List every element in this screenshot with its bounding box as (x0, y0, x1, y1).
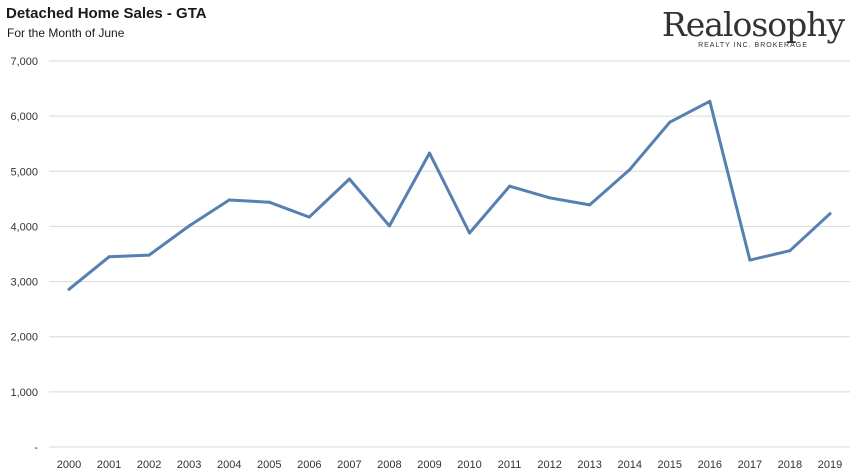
y-tick-label: 4,000 (10, 221, 38, 233)
data-point (267, 200, 271, 204)
x-tick-label: 2011 (498, 459, 522, 471)
data-point (187, 224, 191, 228)
data-point (227, 198, 231, 202)
data-point (387, 224, 391, 228)
x-tick-label: 2013 (577, 459, 601, 471)
y-tick-label: - (34, 442, 38, 454)
x-tick-label: 2019 (818, 459, 842, 471)
x-tick-label: 2015 (658, 459, 682, 471)
data-point (708, 99, 712, 103)
data-point (67, 287, 71, 291)
x-tick-label: 2012 (537, 459, 561, 471)
chart-subtitle: For the Month of June (7, 26, 125, 40)
y-tick-label: 7,000 (10, 56, 38, 68)
series-line (67, 99, 832, 291)
data-point (468, 231, 472, 235)
data-point (147, 253, 151, 257)
x-tick-label: 2010 (457, 459, 481, 471)
x-tick-label: 2016 (698, 459, 722, 471)
data-point (347, 177, 351, 181)
brand-logo: Realosophy REALTY INC. BROKERAGE (648, 5, 858, 50)
data-point (508, 184, 512, 188)
x-tick-label: 2001 (97, 459, 121, 471)
x-tick-label: 2005 (257, 459, 281, 471)
y-tick-label: 2,000 (10, 332, 38, 344)
x-tick-label: 2007 (337, 459, 361, 471)
y-tick-label: 6,000 (10, 111, 38, 123)
x-tick-label: 2000 (57, 459, 81, 471)
x-tick-label: 2009 (417, 459, 441, 471)
y-tick-label: 5,000 (10, 166, 38, 178)
data-point (788, 249, 792, 253)
y-tick-label: 1,000 (10, 387, 38, 399)
data-point (748, 258, 752, 262)
data-point (588, 203, 592, 207)
logo-name: Realosophy (661, 5, 845, 44)
x-tick-label: 2014 (617, 459, 641, 471)
data-point (628, 168, 632, 172)
chart-title: Detached Home Sales - GTA (6, 5, 207, 22)
x-tick-label: 2006 (297, 459, 321, 471)
x-tick-label: 2018 (778, 459, 802, 471)
x-tick-label: 2008 (377, 459, 401, 471)
data-point (828, 212, 832, 216)
x-tick-label: 2002 (137, 459, 161, 471)
data-point (427, 151, 431, 155)
data-point (548, 196, 552, 200)
y-tick-label: 3,000 (10, 277, 38, 289)
x-tick-label: 2004 (217, 459, 241, 471)
data-point (668, 120, 672, 124)
data-point (107, 255, 111, 259)
x-tick-label: 2003 (177, 459, 201, 471)
logo-tagline: REALTY INC. BROKERAGE (698, 42, 808, 49)
data-point (307, 215, 311, 219)
x-tick-label: 2017 (738, 459, 762, 471)
